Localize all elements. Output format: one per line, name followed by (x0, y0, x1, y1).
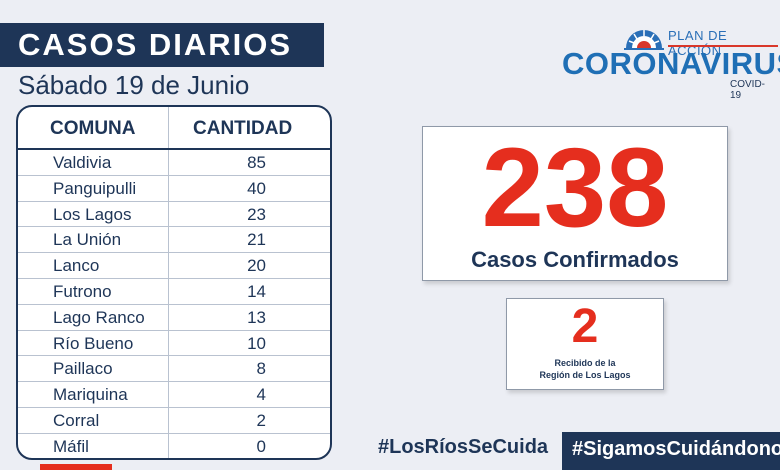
page-title: CASOS DIARIOS (18, 27, 293, 62)
date-subtitle: Sábado 19 de Junio (18, 70, 250, 100)
cases-table: COMUNA CANTIDAD Valdivia 85 Panguipulli 40… (16, 105, 332, 460)
cantidad-cell: 2 (256, 410, 266, 430)
cantidad-cell: 20 (247, 256, 266, 276)
cantidad-cell: 14 (247, 281, 266, 301)
logo-covid-label: COVID-19 (730, 79, 765, 101)
table-row: Futrono 14 (18, 279, 330, 305)
red-accent-bar (40, 464, 112, 470)
received-cases-label: Recibido de la Región de Los Lagos (507, 357, 663, 381)
total-cases-number: 238 (481, 125, 669, 250)
cantidad-cell: 8 (256, 359, 266, 379)
comuna-cell: Lanco (53, 256, 100, 276)
table-row: Valdivia 85 (18, 150, 330, 176)
header-cantidad: CANTIDAD (193, 118, 293, 139)
logo-rule (668, 45, 778, 47)
header-bar: CASOS DIARIOS (0, 23, 324, 67)
logo-wordmark: CORONAVIRUS (562, 46, 780, 81)
comuna-cell: Futrono (53, 281, 112, 301)
table-row: Panguipulli 40 (18, 176, 330, 202)
table-row: Los Lagos 23 (18, 202, 330, 228)
comuna-cell: Río Bueno (53, 333, 134, 353)
hashtag-sigamos: #SigamosCuidándonos (572, 438, 780, 460)
comuna-cell: Corral (53, 410, 100, 430)
hashtag-los-rios: #LosRíosSeCuida (378, 436, 549, 458)
table-row: La Unión 21 (18, 227, 330, 254)
total-cases-label: Casos Confirmados (471, 247, 679, 272)
received-cases-card: 2 Recibido de la Región de Los Lagos (506, 298, 664, 390)
comuna-cell: La Unión (53, 230, 122, 250)
comuna-cell: Máfil (53, 436, 89, 456)
table-row: Paillaco 8 (18, 356, 330, 383)
comuna-cell: Lago Ranco (53, 307, 145, 327)
comuna-cell: Panguipulli (53, 178, 137, 198)
cantidad-cell: 10 (247, 333, 266, 353)
table-row: Río Bueno 10 (18, 331, 330, 357)
cantidad-cell: 0 (256, 436, 266, 456)
table-row: Corral 2 (18, 408, 330, 434)
cantidad-cell: 4 (256, 385, 266, 405)
table-header: COMUNA CANTIDAD (18, 107, 330, 150)
cantidad-cell: 40 (247, 178, 266, 198)
table-body: Valdivia 85 Panguipulli 40 Los Lagos 23 La … (18, 150, 330, 458)
received-label-line1: Recibido de la (554, 358, 616, 368)
table-row: Lago Ranco 13 (18, 305, 330, 331)
received-label-line2: Región de Los Lagos (539, 370, 631, 380)
table-row: Máfil 0 (18, 434, 330, 458)
header-comuna: COMUNA (50, 118, 136, 139)
cantidad-cell: 13 (247, 307, 266, 327)
comuna-cell: Paillaco (53, 359, 113, 379)
table-row: Lanco 20 (18, 253, 330, 279)
total-cases-card: 238 Casos Confirmados (422, 126, 728, 281)
cantidad-cell: 21 (247, 230, 266, 250)
comuna-cell: Mariquina (53, 385, 128, 405)
cantidad-cell: 85 (247, 153, 266, 172)
coronavirus-logo: PLAN DE ACCIÓN CORONAVIRUS COVID-19 (560, 20, 780, 101)
received-cases-number: 2 (571, 300, 599, 353)
cantidad-cell: 23 (247, 204, 266, 224)
sun-emblem-icon (624, 30, 664, 50)
comuna-cell: Los Lagos (53, 204, 132, 224)
hashtag-banner: #SigamosCuidándonos (562, 432, 780, 470)
column-divider (168, 107, 169, 458)
table-row: Mariquina 4 (18, 382, 330, 408)
comuna-cell: Valdivia (53, 153, 112, 172)
